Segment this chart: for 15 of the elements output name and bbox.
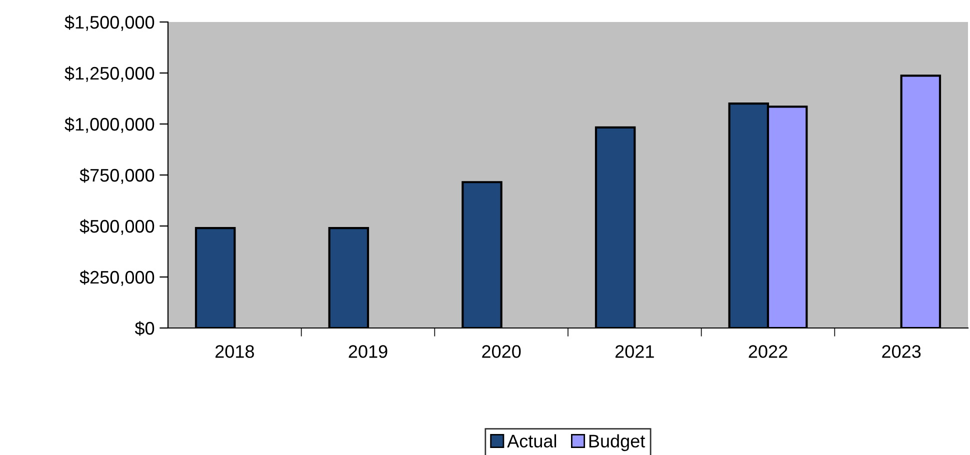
y-tick-label: $0: [134, 321, 154, 336]
y-tick-label: $1,250,000: [64, 66, 154, 82]
x-tick-label: 2023: [882, 345, 921, 358]
x-tick-label: 2022: [748, 345, 788, 358]
y-tick-label: $1,000,000: [64, 117, 154, 133]
y-tick-label: $250,000: [80, 270, 154, 286]
x-tick-label: 2018: [215, 345, 254, 358]
x-tick-label: 2020: [482, 345, 521, 358]
legend-label: Budget: [589, 434, 646, 452]
legend-label: Actual: [507, 434, 556, 448]
y-tick-label: $500,000: [80, 219, 154, 235]
x-tick-label: 2019: [348, 345, 388, 358]
x-tick-label: 2021: [615, 345, 654, 358]
y-tick-label: $1,500,000: [64, 15, 154, 31]
y-tick-label: $750,000: [80, 168, 154, 184]
